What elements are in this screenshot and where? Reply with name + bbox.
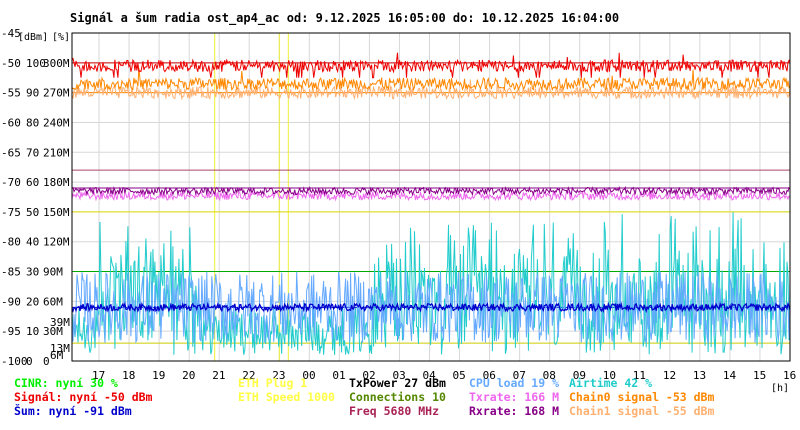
x-tick: 07 bbox=[513, 369, 526, 382]
legend-item: Freq 5680 MHz bbox=[349, 404, 440, 418]
y-tick-rate: 120M bbox=[43, 236, 70, 249]
x-tick: 23 bbox=[272, 369, 285, 382]
x-tick: 19 bbox=[152, 369, 165, 382]
legend-item: ETH Speed 1000 bbox=[238, 390, 335, 404]
y-tick-rate: 240M bbox=[43, 116, 70, 129]
legend-item: Txrate: 166 M bbox=[469, 390, 560, 404]
legend-item: Connections 10 bbox=[349, 390, 446, 404]
y-tick-dbm: -45 bbox=[1, 27, 21, 40]
y-tick-pct: 30 bbox=[26, 266, 39, 279]
x-tick: 10 bbox=[603, 369, 616, 382]
y-tick-pct: 20 bbox=[26, 295, 39, 308]
legend-item: Airtime 42 % bbox=[569, 376, 653, 390]
y-tick-dbm: -70 bbox=[1, 176, 21, 189]
y-tick-rate: 0 bbox=[43, 355, 50, 368]
series-cpu-load bbox=[71, 271, 791, 344]
x-tick: 00 bbox=[302, 369, 315, 382]
x-tick: 09 bbox=[573, 369, 586, 382]
y-tick-dbm: -100 bbox=[1, 355, 28, 368]
y-tick-pct: 50 bbox=[26, 206, 39, 219]
x-tick: 15 bbox=[753, 369, 766, 382]
y-tick-pct: 80 bbox=[26, 116, 39, 129]
y-tick-pct: 0 bbox=[26, 355, 33, 368]
x-tick: 17 bbox=[92, 369, 105, 382]
legend-item: CINR: nyní 30 % bbox=[14, 376, 118, 390]
y-tick-dbm: -85 bbox=[1, 266, 21, 279]
y-tick-pct: 70 bbox=[26, 146, 39, 159]
y-tick-rate: 90M bbox=[43, 266, 63, 279]
x-tick: 02 bbox=[362, 369, 375, 382]
x-tick: 08 bbox=[543, 369, 556, 382]
y-tick-rate: 210M bbox=[43, 146, 70, 159]
y-tick-rate: 180M bbox=[43, 176, 70, 189]
y-unit-pct: [%] bbox=[52, 32, 70, 43]
series-txrate bbox=[71, 190, 791, 202]
y-tick-dbm: -55 bbox=[1, 87, 21, 100]
legend-item: Chain0 signal -53 dBm bbox=[569, 390, 715, 404]
x-tick: 13 bbox=[693, 369, 706, 382]
y-tick-rate-inner: 13M bbox=[50, 342, 70, 355]
legend-item: Rxrate: 168 M bbox=[469, 404, 560, 418]
x-tick: 20 bbox=[182, 369, 195, 382]
y-tick-rate: 300M bbox=[43, 57, 70, 70]
series-airtime bbox=[71, 212, 791, 356]
legend-item: CPU load 19 % bbox=[469, 376, 560, 390]
y-tick-rate: 150M bbox=[43, 206, 70, 219]
y-tick-dbm: -65 bbox=[1, 146, 21, 159]
y-tick-rate-inner: 6M bbox=[50, 349, 64, 362]
x-unit: [h] bbox=[771, 383, 789, 394]
y-tick-pct: 90 bbox=[26, 87, 39, 100]
y-tick-rate: 60M bbox=[43, 295, 63, 308]
y-tick-rate: 270M bbox=[43, 87, 70, 100]
y-tick-rate-inner: 39M bbox=[50, 316, 70, 329]
y-tick-pct: 100 bbox=[26, 57, 46, 70]
legend-item: Chain1 signal -55 dBm bbox=[569, 404, 715, 418]
chart-title: Signál a šum radia ost_ap4_ac od: 9.12.2… bbox=[70, 11, 619, 26]
legend-item: TxPower 27 dBm bbox=[349, 376, 446, 390]
x-tick: 05 bbox=[453, 369, 466, 382]
y-tick-dbm: -50 bbox=[1, 57, 21, 70]
y-tick-dbm: -80 bbox=[1, 236, 21, 249]
x-tick: 12 bbox=[663, 369, 676, 382]
x-tick: 14 bbox=[723, 369, 737, 382]
y-unit-dbm: [dBm] bbox=[18, 32, 48, 43]
series-sign-l bbox=[71, 52, 791, 79]
x-tick: 06 bbox=[483, 369, 496, 382]
x-tick: 22 bbox=[242, 369, 255, 382]
x-tick: 11 bbox=[633, 369, 646, 382]
y-tick-pct: 40 bbox=[26, 236, 39, 249]
x-tick: 21 bbox=[212, 369, 225, 382]
y-tick-dbm: -60 bbox=[1, 116, 21, 129]
x-tick: 03 bbox=[392, 369, 405, 382]
x-tick: 16 bbox=[783, 369, 796, 382]
y-tick-dbm: -90 bbox=[1, 295, 21, 308]
y-tick-pct: 60 bbox=[26, 176, 39, 189]
y-tick-rate: 30M bbox=[43, 325, 63, 338]
y-tick-dbm: -75 bbox=[1, 206, 21, 219]
series--um bbox=[71, 301, 791, 314]
legend-item: Signál: nyní -50 dBm bbox=[14, 390, 153, 404]
series-chain0-signal bbox=[71, 67, 791, 92]
legend-item: Šum: nyní -91 dBm bbox=[14, 404, 132, 418]
legend-item: ETH Plug 1 bbox=[238, 376, 308, 390]
x-tick: 01 bbox=[332, 369, 345, 382]
series-rxrate bbox=[71, 185, 791, 197]
plot-frame bbox=[71, 32, 791, 362]
x-tick: 04 bbox=[422, 369, 436, 382]
y-tick-dbm: -95 bbox=[1, 325, 21, 338]
x-tick: 18 bbox=[122, 369, 135, 382]
y-tick-pct: 10 bbox=[26, 325, 39, 338]
